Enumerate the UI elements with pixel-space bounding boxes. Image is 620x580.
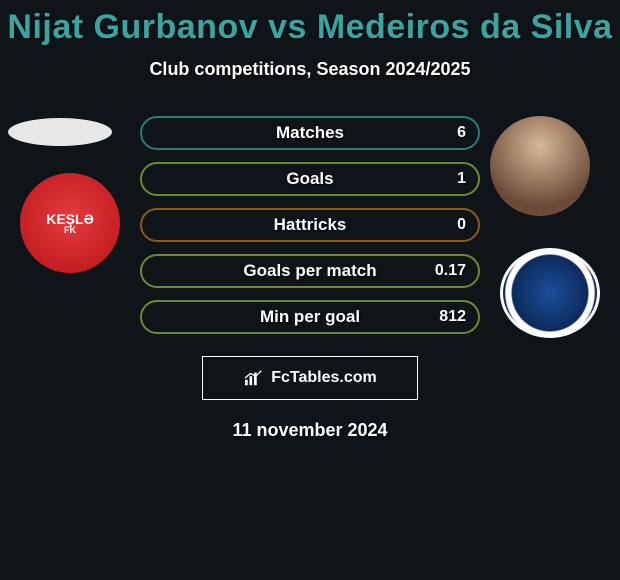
watermark: FcTables.com — [202, 356, 418, 400]
chart-icon — [243, 369, 265, 387]
page-title: Nijat Gurbanov vs Medeiros da Silva — [0, 8, 620, 47]
stat-row: Matches 6 — [140, 116, 480, 150]
date: 11 november 2024 — [0, 420, 620, 441]
subtitle: Club competitions, Season 2024/2025 — [0, 59, 620, 80]
stat-row: Goals 1 — [140, 162, 480, 196]
stat-label: Goals — [286, 169, 333, 189]
stat-row: Min per goal 812 — [140, 300, 480, 334]
club-badge-text: KEŞLƏ FK — [46, 212, 94, 235]
stat-value: 0.17 — [435, 262, 466, 280]
player-left-photo — [8, 118, 112, 146]
player-right-photo — [490, 116, 590, 216]
stat-label: Hattricks — [274, 215, 347, 235]
stat-label: Goals per match — [243, 261, 376, 281]
stat-value: 812 — [439, 308, 466, 326]
stat-value: 0 — [457, 216, 466, 234]
club-name: KEŞLƏ — [46, 212, 94, 226]
stat-row: Goals per match 0.17 — [140, 254, 480, 288]
stat-value: 1 — [457, 170, 466, 188]
club-sub: FK — [46, 226, 94, 235]
watermark-text: FcTables.com — [271, 369, 377, 387]
comparison-card: Nijat Gurbanov vs Medeiros da Silva Club… — [0, 0, 620, 441]
stat-value: 6 — [457, 124, 466, 142]
player-right-club-badge — [500, 248, 600, 338]
stat-label: Min per goal — [260, 307, 360, 327]
stat-row: Hattricks 0 — [140, 208, 480, 242]
comparison-body: KEŞLƏ FK Matches 6 Goals 1 Hattricks 0 Goals p… — [0, 108, 620, 338]
stat-bars: Matches 6 Goals 1 Hattricks 0 Goals per match 0… — [140, 116, 480, 346]
player-left-club-badge: KEŞLƏ FK — [20, 173, 120, 273]
stat-label: Matches — [276, 123, 344, 143]
